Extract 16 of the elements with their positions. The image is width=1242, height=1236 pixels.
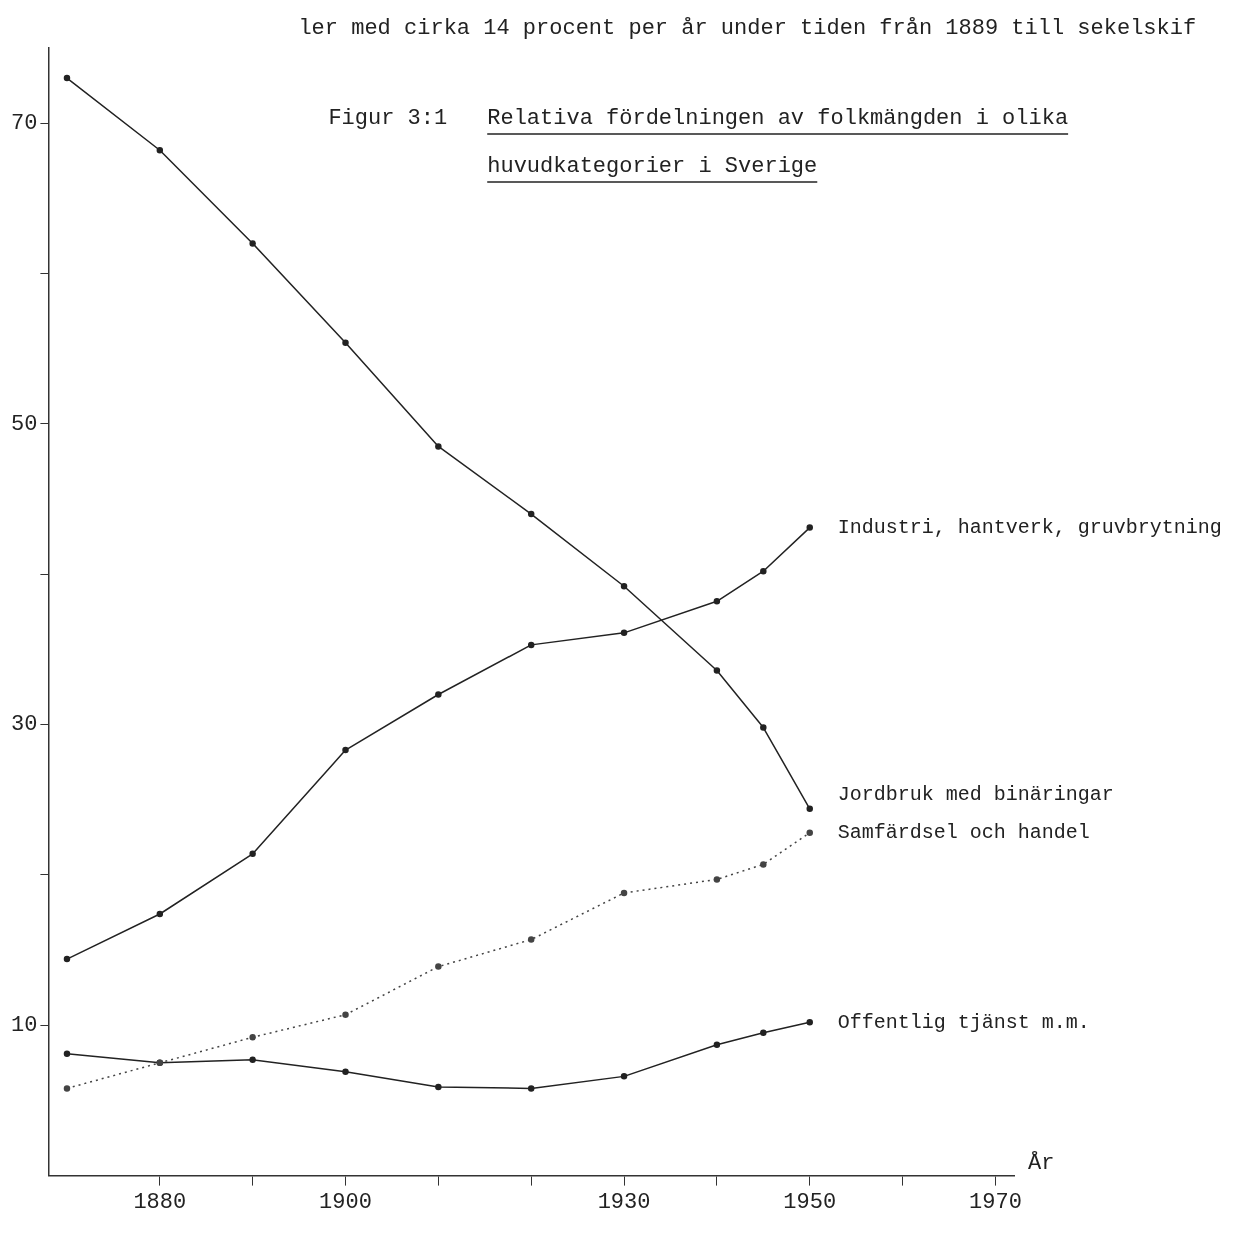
x-tick-label: 1930 <box>597 1189 651 1215</box>
y-tick-label: 30 <box>11 712 38 738</box>
y-tick-label: 10 <box>11 1013 38 1039</box>
text: ler med cirka 14 procent per år under tiden från 1889 till sekelskif <box>298 15 1197 41</box>
x-tick-label: 1880 <box>133 1189 187 1215</box>
x-axis-title: År <box>1028 1150 1055 1177</box>
series-label: Samfärdsel och handel <box>837 821 1090 845</box>
series-label: Offentlig tjänst m.m. <box>837 1010 1090 1034</box>
x-tick-label: 1950 <box>783 1189 837 1215</box>
series-label: Industri, hantverk, gruvbrytning <box>837 515 1222 539</box>
x-tick-label: 1970 <box>969 1189 1022 1215</box>
chart-title: Figur 3:1 Relativa fördelningen av folkmängden i olika huvudkategorier i Sverige <box>328 105 1069 179</box>
y-tick-label: 50 <box>11 411 38 437</box>
y-tick-label: 70 <box>11 111 38 136</box>
series-label: Jordbruk med binäringar <box>837 783 1114 807</box>
x-tick-label: 1900 <box>319 1189 372 1215</box>
